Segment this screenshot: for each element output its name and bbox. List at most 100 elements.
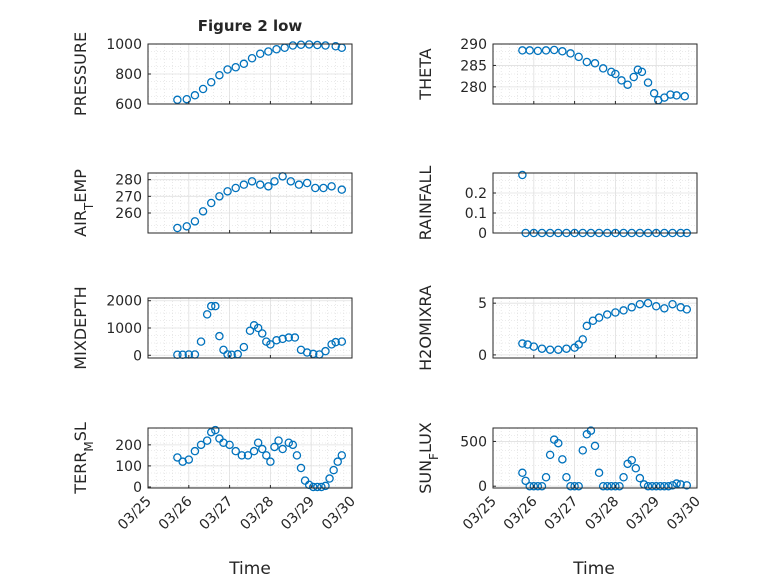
data-point xyxy=(253,438,263,447)
subplot-theta: 280 285 290 THETA xyxy=(416,37,698,105)
x-tick-label: 03/29 xyxy=(623,494,663,534)
data-point xyxy=(294,180,304,189)
data-point xyxy=(302,348,312,357)
subplot-rainfall: 0 0.1 0.2 RAINFALL xyxy=(416,166,698,242)
data-point xyxy=(231,446,240,456)
data-point xyxy=(292,451,302,460)
data-point xyxy=(627,455,636,465)
data-point xyxy=(554,345,563,354)
data-point xyxy=(284,333,294,342)
data-point xyxy=(594,313,604,322)
data-point xyxy=(184,455,194,464)
data-point xyxy=(574,340,583,349)
y-tick-label: 270 xyxy=(115,189,142,205)
data-point xyxy=(582,57,592,67)
data-point xyxy=(243,451,253,460)
data-point xyxy=(331,42,340,51)
data-point xyxy=(666,90,675,99)
y-tick-label: 285 xyxy=(460,58,487,74)
data-point xyxy=(290,333,300,342)
x-tick-label: 03/28 xyxy=(582,494,622,534)
data-point xyxy=(602,481,612,491)
data-point xyxy=(262,451,271,460)
data-point xyxy=(327,182,336,191)
data-point xyxy=(607,67,616,77)
data-point xyxy=(198,84,208,94)
data-point xyxy=(545,450,555,460)
data-point xyxy=(329,465,338,475)
data-point xyxy=(272,336,281,345)
y-axis-label: PRESSURE xyxy=(71,32,90,116)
x-tick-label: 03/25 xyxy=(460,494,500,534)
data-point xyxy=(272,45,281,54)
data-point xyxy=(586,426,596,435)
x-tick-label: 03/28 xyxy=(237,494,277,534)
data-point xyxy=(190,446,200,456)
data-point xyxy=(668,299,677,309)
data-point xyxy=(660,481,669,491)
data-point xyxy=(554,438,563,448)
data-point xyxy=(288,41,298,50)
data-point xyxy=(325,474,334,483)
data-point xyxy=(672,479,681,488)
data-point xyxy=(190,91,200,100)
data-point xyxy=(284,438,294,447)
data-point xyxy=(321,346,330,356)
data-point xyxy=(602,310,612,319)
data-point xyxy=(611,69,620,79)
data-point xyxy=(664,481,673,491)
data-point xyxy=(562,344,571,353)
data-point xyxy=(215,70,224,80)
x-tick-label: 03/25 xyxy=(115,494,155,534)
figure-title: Figure 2 low xyxy=(198,17,303,35)
data-point xyxy=(541,473,551,482)
data-point xyxy=(321,481,330,491)
data-point xyxy=(196,440,206,450)
data-point xyxy=(278,444,287,454)
data-point xyxy=(562,473,571,482)
axes-box xyxy=(492,172,698,234)
data-point xyxy=(633,65,643,74)
data-point xyxy=(619,473,628,482)
data-point xyxy=(247,177,257,186)
data-point xyxy=(182,94,192,104)
y-tick-label: 0 xyxy=(133,348,142,364)
data-point xyxy=(255,49,265,59)
axes-box xyxy=(492,43,698,105)
data-point xyxy=(313,482,322,492)
data-point xyxy=(578,335,588,344)
data-point xyxy=(274,436,283,445)
x-tick-label: 03/27 xyxy=(197,494,237,534)
data-point xyxy=(574,52,583,62)
y-tick-label: 1000 xyxy=(106,321,142,337)
data-point xyxy=(202,436,212,445)
data-point xyxy=(231,63,240,72)
subplot-mixdepth: 0 1000 2000 MIXDEPTH xyxy=(71,286,353,370)
data-point xyxy=(631,464,641,473)
y-tick-label: 600 xyxy=(115,97,142,113)
data-point xyxy=(549,45,559,55)
data-point xyxy=(518,339,527,348)
data-point xyxy=(541,46,551,55)
data-point xyxy=(651,481,661,491)
data-point xyxy=(598,481,608,491)
y-tick-label: 0 xyxy=(478,479,487,495)
data-point xyxy=(253,323,263,333)
y-axis-label: MIXDEPTH xyxy=(71,286,90,369)
data-point xyxy=(590,59,600,68)
axes-box xyxy=(492,297,698,359)
data-point xyxy=(308,482,318,492)
data-point xyxy=(651,302,661,311)
data-point xyxy=(255,180,265,189)
data-point xyxy=(266,457,275,466)
y-axis-label: TERRMSL xyxy=(71,422,96,495)
data-point xyxy=(206,427,216,437)
data-point xyxy=(215,192,224,201)
data-point xyxy=(239,59,249,69)
data-point xyxy=(264,182,273,191)
data-point xyxy=(245,326,255,335)
y-axis-label: SUNFLUX xyxy=(416,422,441,494)
y-tick-label: 200 xyxy=(115,438,142,454)
